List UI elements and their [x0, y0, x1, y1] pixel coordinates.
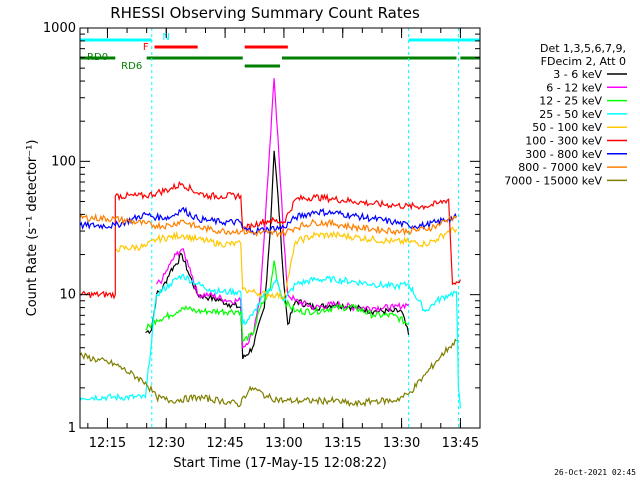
x-tick-label: 13:15 [324, 436, 361, 451]
legend-entry-label: 6 - 12 keV [546, 81, 602, 94]
series-line [79, 338, 457, 408]
series-line [145, 260, 409, 342]
series-line [155, 78, 410, 349]
legend-entry-label: 800 - 7000 keV [518, 161, 602, 174]
series-line [115, 226, 458, 300]
y-tick-label: 10 [59, 288, 76, 303]
flag-label-rd6: RD6 [121, 61, 142, 72]
x-axis: 12:15 12:30 12:45 13:00 13:15 13:30 13:45 [87, 28, 481, 451]
flag-label-rd0: RD0 [87, 52, 108, 63]
y-tick-label: 1 [68, 421, 76, 436]
chart-title: RHESSI Observing Summary Count Rates [110, 4, 420, 22]
plot-frame [79, 27, 481, 429]
legend-entry-label: 100 - 300 keV [525, 135, 602, 148]
legend-header-line: Det 1,3,5,6,7,9, [540, 42, 626, 55]
flag-label-f: F [143, 42, 149, 53]
legend-entry-label: 25 - 50 keV [539, 108, 602, 121]
series-line [79, 206, 458, 236]
y-tick-label: 100 [51, 154, 76, 169]
legend-entry-label: 12 - 25 keV [539, 95, 602, 108]
observing-flags: NFRD0RD6 [80, 32, 480, 72]
y-tick-label: 1000 [43, 21, 76, 36]
x-tick-label: 12:45 [206, 436, 243, 451]
series-line [79, 273, 461, 409]
x-tick-label: 13:45 [442, 436, 479, 451]
y-axis-label: Count Rate (s⁻¹ detector⁻¹) [25, 140, 40, 317]
legend-entry-label: 7000 - 15000 keV [504, 174, 602, 187]
legend-entry-label: 50 - 100 keV [532, 121, 602, 134]
count-rate-series [79, 78, 461, 409]
legend-entry-label: 3 - 6 keV [553, 68, 602, 81]
x-axis-label: Start Time (17-May-15 12:08:22) [173, 456, 387, 471]
y-axis: 1 10 100 1000 [43, 21, 480, 436]
footer-timestamp: 26-Oct-2021 02:45 [554, 468, 636, 477]
legend-header-line: FDecim 2, Att 0 [541, 55, 626, 68]
legend: Det 1,3,5,6,7,9,FDecim 2, Att 03 - 6 keV… [504, 42, 627, 187]
series-line [79, 212, 457, 238]
boundary-lines [151, 28, 459, 428]
x-tick-label: 12:30 [148, 436, 185, 451]
x-tick-label: 12:15 [89, 436, 126, 451]
x-tick-label: 13:00 [265, 436, 302, 451]
x-tick-label: 13:30 [383, 436, 420, 451]
series-line [79, 180, 461, 300]
legend-entry-label: 300 - 800 keV [525, 148, 602, 161]
